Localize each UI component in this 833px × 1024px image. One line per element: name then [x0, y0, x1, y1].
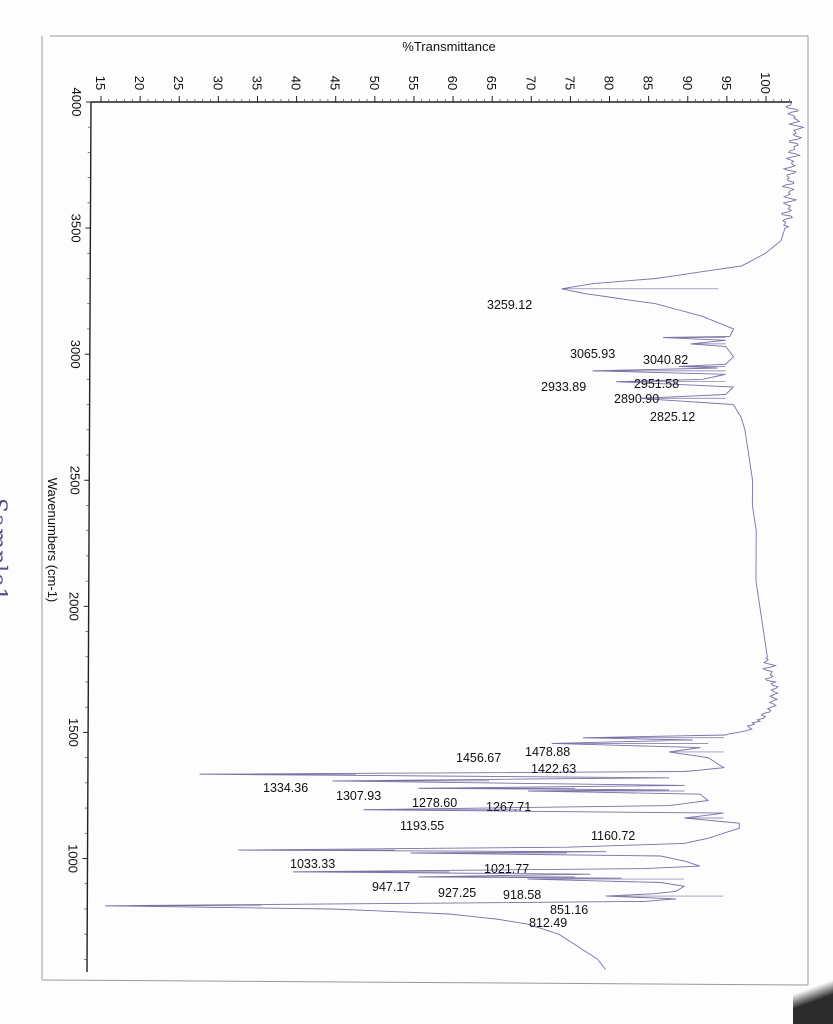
- peak-label-3259.12: 3259.12: [487, 298, 532, 312]
- peak-label-1267.71: 1267.71: [486, 800, 531, 814]
- peak-label-1193.55: 1193.55: [400, 819, 444, 833]
- transmittance-ticks: 15 20 25 30 35 40 45 50 55 60 65 70 75 80 85 90 95 100: [93, 72, 790, 102]
- page-corner-shadow: [793, 965, 833, 1024]
- y-tick-label-45: 45: [328, 76, 343, 90]
- peak-label-1456.67: 1456.67: [456, 751, 501, 765]
- outer-page-frame: [41, 35, 809, 986]
- y-tick-label-60: 60: [445, 76, 460, 90]
- peak-label-2951.58: 2951.58: [634, 377, 679, 391]
- y-tick-label-65: 65: [484, 76, 499, 90]
- peak-label-3065.93: 3065.93: [570, 347, 615, 361]
- peak-label-1033.33: 1033.33: [290, 857, 335, 871]
- peak-label-3040.82: 3040.82: [643, 353, 688, 367]
- peak-label-2890.90: 2890.90: [614, 392, 659, 406]
- y-tick-label-40: 40: [289, 76, 304, 90]
- peak-label-1478.88: 1478.88: [525, 745, 570, 759]
- x-axis-label: Wavenumbers (cm-1): [45, 478, 60, 602]
- y-tick-label-80: 80: [602, 76, 617, 90]
- x-tick-label-2000: 2000: [67, 592, 82, 621]
- spectrum-line: [105, 101, 805, 970]
- x-tick-label-3500: 3500: [68, 214, 83, 243]
- x-tick-label-4000: 4000: [69, 88, 84, 117]
- peak-label-1278.60: 1278.60: [412, 796, 457, 810]
- peak-label-927.25: 927.25: [438, 886, 476, 900]
- x-tick-label-3000: 3000: [68, 340, 83, 369]
- y-tick-label-95: 95: [719, 76, 734, 90]
- y-tick-label-70: 70: [523, 76, 538, 90]
- y-tick-label-55: 55: [406, 76, 421, 90]
- y-tick-label-90: 90: [680, 76, 695, 90]
- peak-label-918.58: 918.58: [503, 888, 541, 902]
- y-tick-label-50: 50: [367, 76, 382, 90]
- y-tick-label-35: 35: [249, 76, 264, 90]
- y-tick-label-15: 15: [93, 76, 108, 90]
- x-tick-label-1000: 1000: [66, 844, 81, 873]
- peak-label-1160.72: 1160.72: [591, 829, 635, 843]
- peak-label-812.49: 812.49: [529, 916, 567, 930]
- wavenumber-ticks: 4000 3500 3000 2500 2000 1500 1000: [66, 88, 91, 960]
- peak-label-1021.77: 1021.77: [484, 862, 529, 876]
- plot-frame: [86, 101, 792, 973]
- y-tick-label-20: 20: [132, 76, 147, 90]
- y-tick-label-85: 85: [641, 76, 656, 90]
- y-tick-label-75: 75: [562, 76, 577, 90]
- peak-label-1334.36: 1334.36: [263, 781, 308, 795]
- chart-title: %Transmittance: [402, 39, 495, 54]
- peak-label-947.17: 947.17: [372, 880, 410, 894]
- peak-label-1307.93: 1307.93: [336, 789, 381, 803]
- handwritten-note: Sample1: [0, 498, 10, 603]
- peak-label-1422.63: 1422.63: [531, 762, 576, 776]
- peak-label-2933.89: 2933.89: [541, 380, 586, 394]
- peak-label-2825.12: 2825.12: [650, 410, 695, 424]
- y-tick-label-100: 100: [758, 72, 773, 94]
- spectrum-series: [105, 101, 805, 970]
- peak-label-851.16: 851.16: [550, 903, 588, 917]
- x-tick-label-2500: 2500: [67, 466, 82, 495]
- x-tick-label-1500: 1500: [66, 718, 81, 747]
- y-tick-label-30: 30: [210, 76, 225, 90]
- y-tick-label-25: 25: [171, 76, 186, 90]
- peak-annotations: 3259.12 3065.93 3040.82 2951.58 2933.89 2890.…: [105, 288, 726, 930]
